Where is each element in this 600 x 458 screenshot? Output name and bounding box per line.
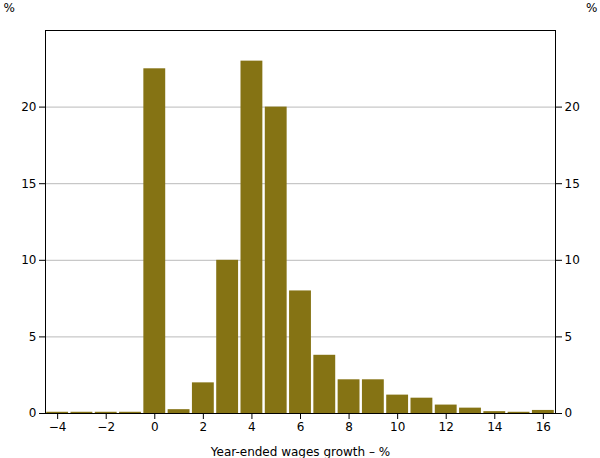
svg-text:5: 5 — [565, 330, 573, 344]
svg-text:−4: −4 — [49, 420, 67, 434]
svg-text:2: 2 — [200, 420, 208, 434]
svg-text:%: % — [586, 1, 597, 15]
svg-text:%: % — [4, 1, 15, 15]
svg-text:0: 0 — [29, 406, 37, 420]
svg-text:20: 20 — [565, 100, 580, 114]
svg-text:12: 12 — [439, 420, 454, 434]
svg-text:6: 6 — [297, 420, 305, 434]
svg-text:−2: −2 — [97, 420, 115, 434]
svg-text:15: 15 — [21, 177, 36, 191]
svg-text:0: 0 — [565, 406, 573, 420]
svg-text:10: 10 — [21, 253, 36, 267]
svg-text:5: 5 — [29, 330, 37, 344]
svg-text:16: 16 — [536, 420, 551, 434]
svg-text:8: 8 — [345, 420, 353, 434]
svg-text:10: 10 — [390, 420, 405, 434]
svg-text:Year-ended wages growth – %: Year-ended wages growth – % — [210, 445, 390, 458]
svg-text:14: 14 — [487, 420, 502, 434]
svg-text:0: 0 — [151, 420, 159, 434]
svg-text:20: 20 — [21, 100, 36, 114]
svg-text:15: 15 — [565, 177, 580, 191]
svg-text:4: 4 — [248, 420, 256, 434]
svg-text:10: 10 — [565, 253, 580, 267]
